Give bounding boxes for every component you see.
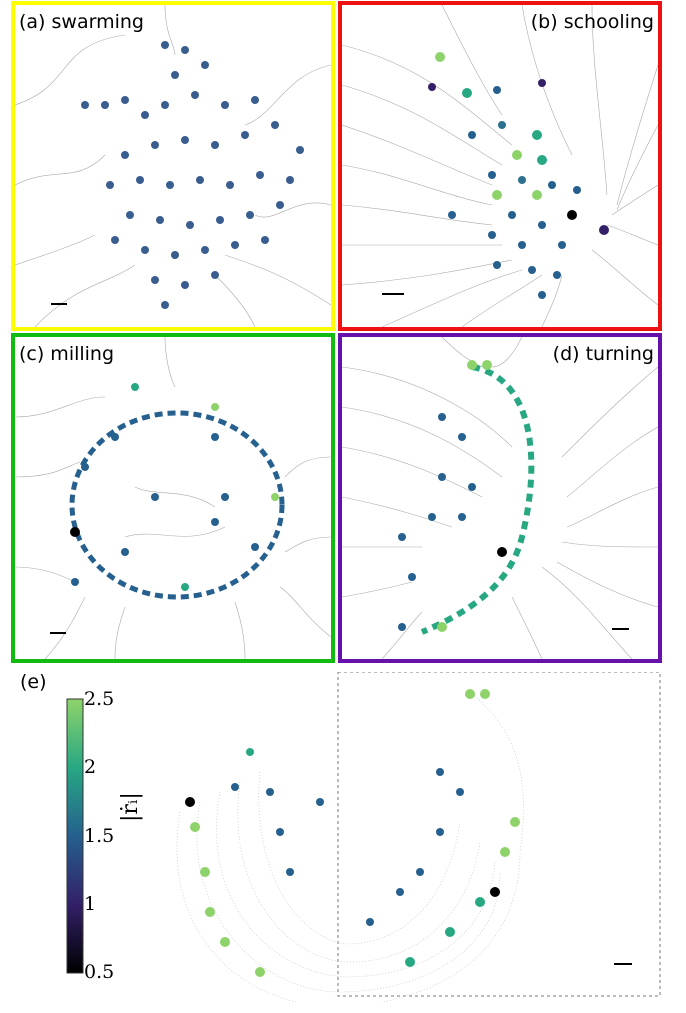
panel-label: (b) schooling xyxy=(530,11,654,33)
milling-field xyxy=(15,337,331,659)
milling-agents xyxy=(70,383,279,591)
trajectory-plot xyxy=(176,672,661,1002)
colorbar-tick: 1 xyxy=(84,893,97,915)
colorbar xyxy=(66,698,84,974)
panel-swarming: (a) swarming xyxy=(11,1,335,331)
swarming-agents xyxy=(81,41,304,309)
panel-label: (a) swarming xyxy=(19,11,144,33)
swarming-field xyxy=(15,5,331,327)
panel-e-label: (e) xyxy=(20,671,47,693)
schooling-field xyxy=(342,5,658,327)
turning-streamlines xyxy=(342,337,658,659)
milling-streamlines xyxy=(15,337,331,659)
panel-label: (c) milling xyxy=(19,343,115,365)
panel-label: (d) turning xyxy=(552,343,654,365)
turning-field xyxy=(342,337,658,659)
mill-ring xyxy=(69,410,285,600)
colorbar-tick: 0.5 xyxy=(84,961,115,983)
turning-arc xyxy=(420,364,535,635)
trajectory-lines xyxy=(176,691,524,1002)
panel-milling: (c) milling xyxy=(11,333,335,663)
swarming-streamlines xyxy=(15,5,331,327)
trajectory-agents xyxy=(185,689,520,977)
colorbar-tick: 2 xyxy=(84,756,97,778)
panel-schooling: (b) schooling xyxy=(338,1,662,331)
schooling-agents xyxy=(428,52,609,299)
colorbar-tick: 2.5 xyxy=(84,688,115,710)
dashed-frame xyxy=(337,672,661,997)
panel-turning: (d) turning xyxy=(338,333,662,663)
colorbar-tick: 1.5 xyxy=(84,825,115,847)
turning-agents xyxy=(398,360,507,632)
colorbar-ticks: 2.5 2 1.5 1 0.5 xyxy=(84,688,124,988)
schooling-streamlines xyxy=(342,5,658,327)
